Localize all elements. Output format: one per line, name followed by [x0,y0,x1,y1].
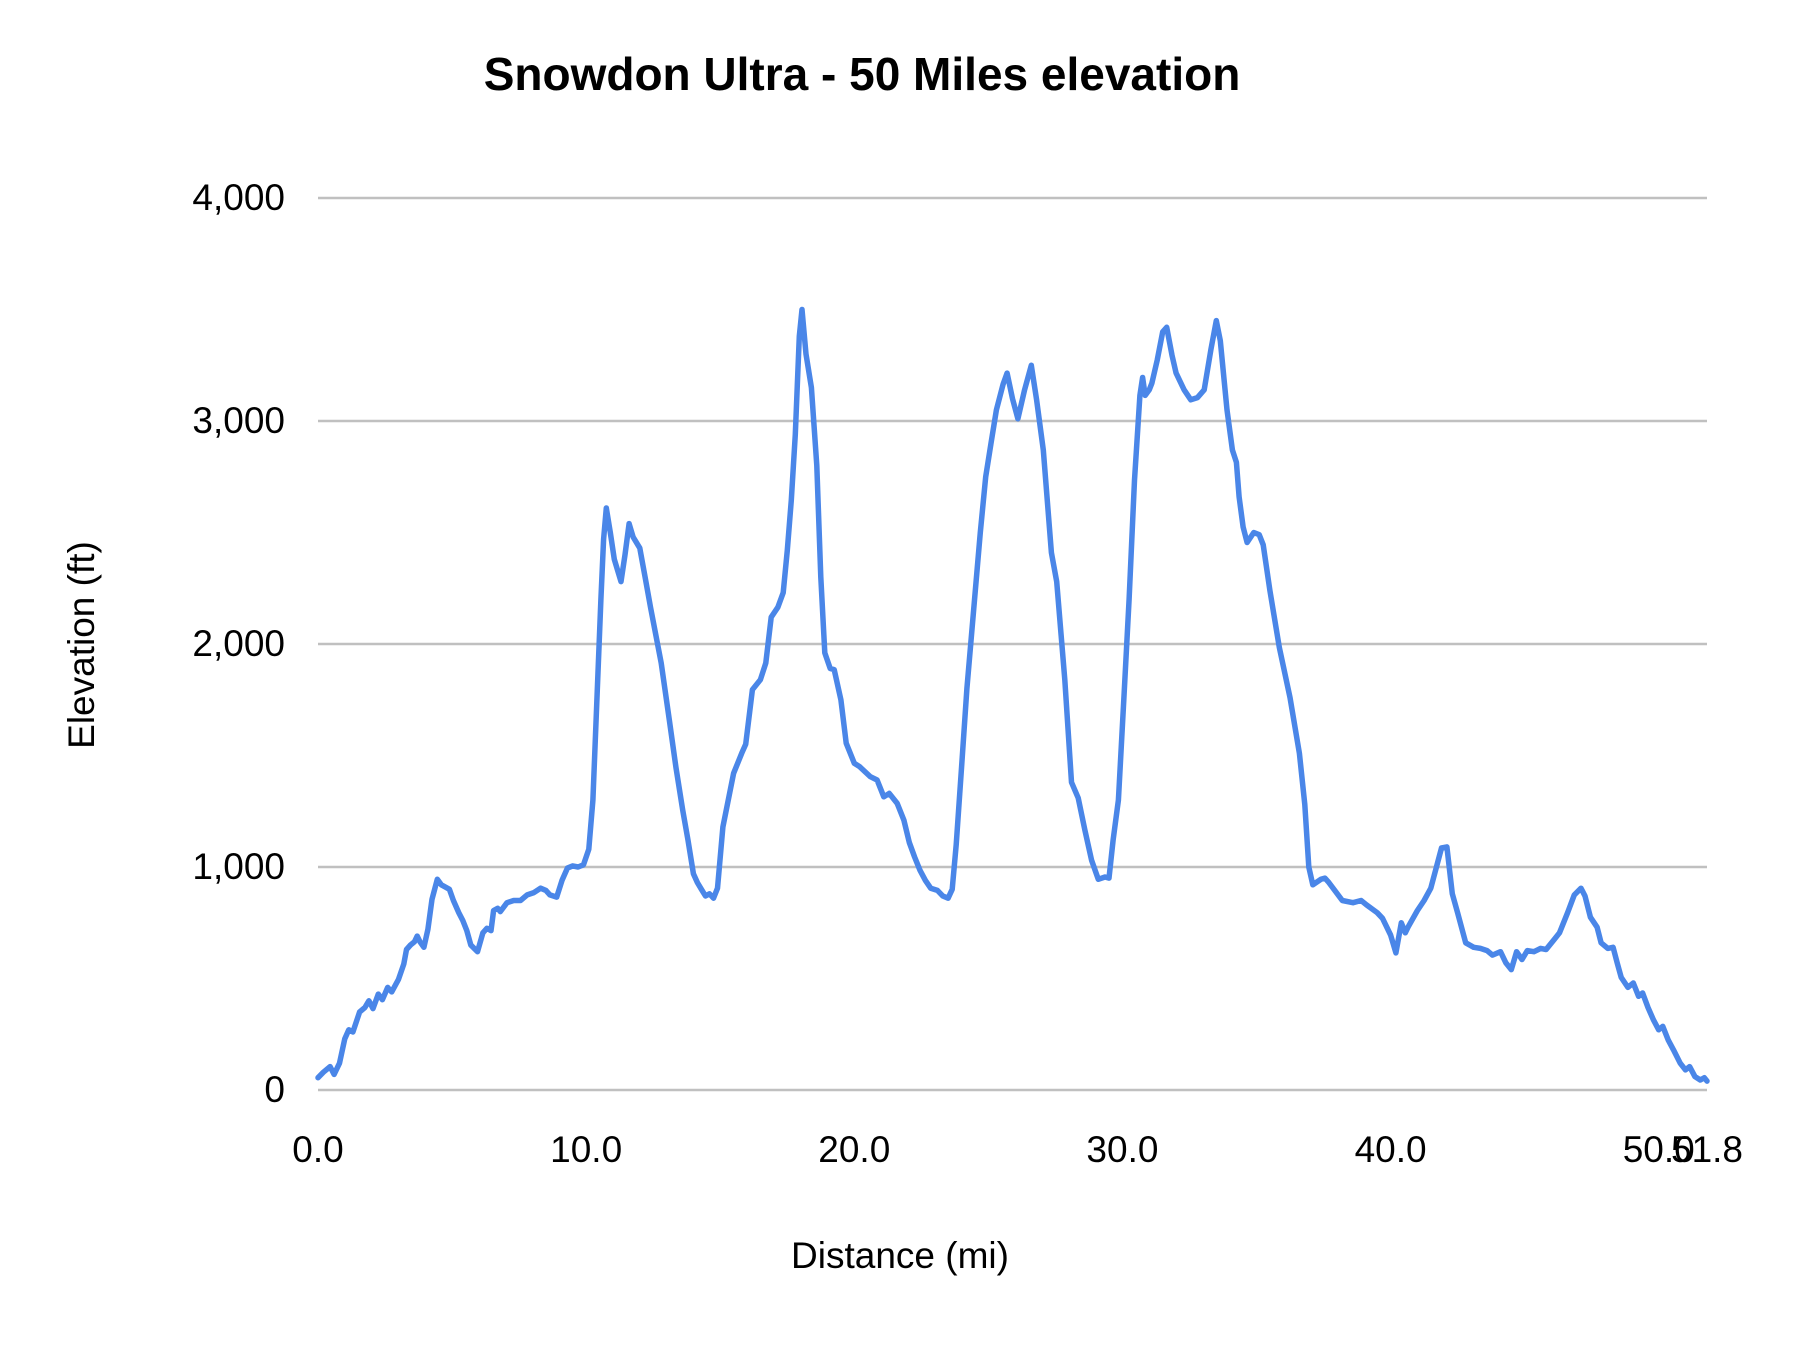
chart-title: Snowdon Ultra - 50 Miles elevation [483,48,1241,100]
y-tick-label: 2,000 [192,623,285,664]
y-tick-label: 4,000 [192,177,285,218]
x-tick-label: 40.0 [1354,1129,1427,1170]
x-tick-label: 50.0 [1622,1129,1695,1170]
x-tick-label: 30.0 [1086,1129,1159,1170]
x-tick-label: 10.0 [550,1129,623,1170]
y-tick-label: 0 [264,1069,285,1110]
y-tick-label: 3,000 [192,400,285,441]
elevation-series-line [315,306,1710,1084]
x-axis-title: Distance (mi) [791,1235,1009,1276]
x-tick-label: 51.8 [1670,1129,1744,1170]
y-tick-label: 1,000 [192,846,285,887]
x-tick-label: 0.0 [292,1129,344,1170]
x-tick-label: 20.0 [818,1129,891,1170]
